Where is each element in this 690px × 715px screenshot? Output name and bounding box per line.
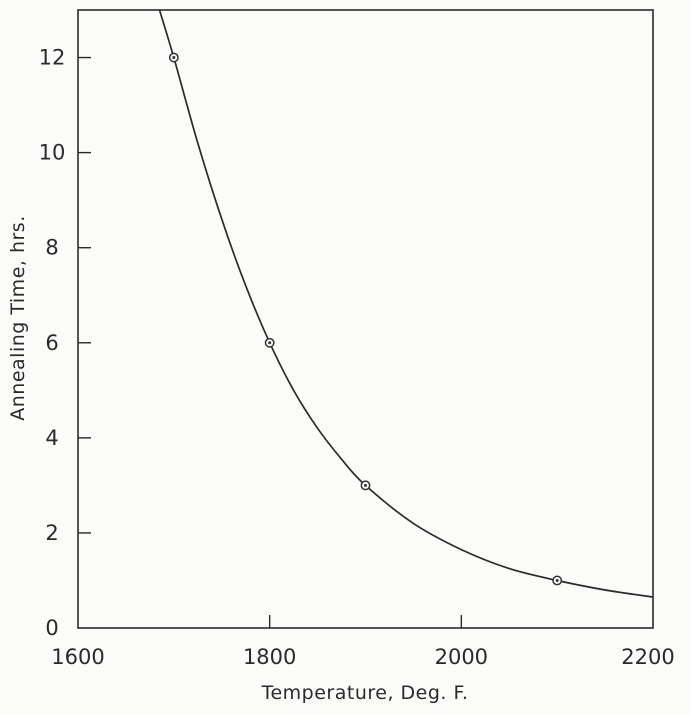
x-axis-title: Temperature, Deg. F. <box>261 682 469 704</box>
y-tick-label: 2 <box>45 521 58 545</box>
x-tick-label: 1600 <box>51 645 104 669</box>
y-tick-label: 6 <box>45 331 58 355</box>
x-tick-label: 2000 <box>435 645 488 669</box>
x-tick-label: 1800 <box>243 645 296 669</box>
data-points <box>168 52 563 586</box>
data-point <box>552 575 563 586</box>
y-tick-label: 12 <box>39 46 66 70</box>
x-tick-label: 2200 <box>621 645 674 669</box>
data-point <box>168 52 179 63</box>
data-point <box>264 337 275 348</box>
axis-tick-labels: 0 2 4 6 8 10 12 1600 1800 2000 2200 <box>39 46 675 669</box>
y-axis-title: Annealing Time, hrs. <box>7 215 29 420</box>
y-tick-label: 8 <box>45 236 58 260</box>
y-tick-label: 10 <box>39 141 66 165</box>
data-point <box>360 480 371 491</box>
y-tick-label: 4 <box>45 426 58 450</box>
axis-ticks <box>78 56 463 628</box>
plot-frame <box>77 9 654 629</box>
y-tick-label: 0 <box>45 616 58 640</box>
fitted-curve <box>158 9 654 598</box>
